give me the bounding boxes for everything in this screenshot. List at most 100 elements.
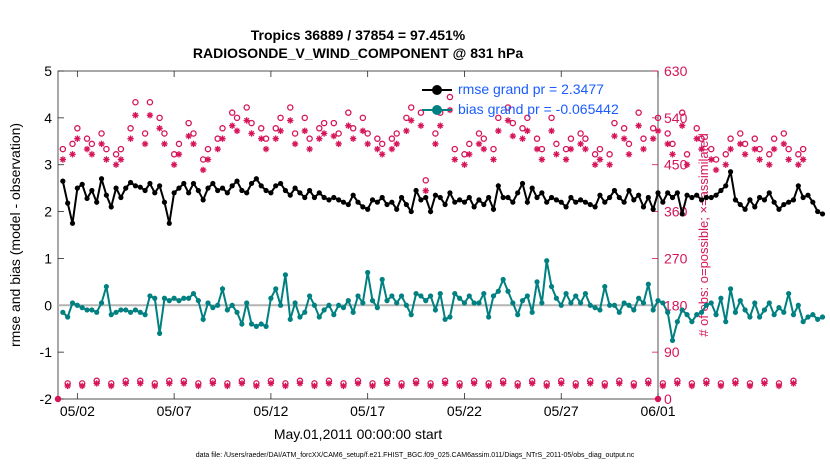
- asterisk-stroke: [558, 380, 564, 387]
- bias-point: [819, 314, 826, 320]
- obs-possible-marker: [243, 104, 250, 111]
- bias-point: [534, 279, 540, 285]
- bias-point: [500, 276, 506, 283]
- obs-assimilated-marker: [408, 117, 415, 124]
- obs-assimilated-marker: [388, 145, 396, 153]
- asterisk-stroke: [98, 141, 105, 147]
- rmse-point: [152, 190, 158, 196]
- bias-point: [592, 305, 598, 311]
- asterisk-stroke: [350, 135, 356, 142]
- obs-assimilated-marker: [616, 380, 623, 387]
- y-left-tick-label: -1: [40, 344, 53, 360]
- obs-possible-marker: [737, 130, 744, 137]
- asterisk-stroke: [103, 156, 110, 163]
- obs-assimilated-marker: [553, 151, 560, 158]
- rmse-point: [650, 206, 656, 212]
- obs-possible-marker: [378, 140, 386, 148]
- obs-assimilated-marker: [272, 135, 279, 142]
- rmse-point: [127, 179, 134, 186]
- bias-point: [176, 298, 182, 304]
- obs-possible-marker: [654, 114, 662, 122]
- bias-point: [369, 298, 376, 304]
- x-tick-label: 06/01: [640, 403, 675, 419]
- obs-assimilated-marker: [364, 140, 371, 148]
- rmse-point: [495, 183, 501, 189]
- bias-point: [587, 302, 593, 308]
- asterisk-stroke: [64, 383, 71, 389]
- bias-point: [282, 272, 289, 278]
- obs-assimilated-marker: [587, 380, 594, 387]
- asterisk-stroke: [369, 383, 376, 389]
- rmse-point: [776, 206, 782, 212]
- obs-assimilated-marker: [548, 127, 555, 135]
- asterisk-stroke: [645, 380, 652, 387]
- obs-possible-marker: [795, 151, 802, 158]
- rmse-point: [258, 183, 264, 189]
- obs-possible-marker: [678, 109, 686, 116]
- bias-point: [452, 290, 458, 297]
- asterisk-stroke: [379, 151, 385, 158]
- obs-possible-marker: [722, 151, 729, 158]
- asterisk-stroke: [510, 133, 516, 139]
- obs-assimilated-marker: [398, 382, 405, 390]
- y-right-tick-label: 630: [664, 63, 688, 79]
- obs-assimilated-marker: [475, 140, 483, 148]
- obs-assimilated-marker: [64, 382, 71, 390]
- asterisk-stroke: [703, 380, 710, 387]
- bias-point: [490, 293, 497, 299]
- obs-assimilated-marker: [601, 382, 608, 390]
- rmse-point: [519, 180, 526, 187]
- obs-assimilated-marker: [441, 380, 449, 387]
- bias-point: [161, 295, 168, 301]
- rmse-point: [379, 194, 385, 201]
- obs-possible-marker: [577, 130, 584, 137]
- obs-possible-marker: [364, 130, 371, 137]
- obs-possible-marker: [306, 135, 313, 142]
- data-file-footer: data file: /Users/raeder/DAI/ATM_forcXX/…: [195, 452, 635, 459]
- asterisk-stroke: [427, 383, 434, 389]
- rmse-point: [553, 197, 559, 203]
- asterisk-stroke: [316, 135, 322, 142]
- obs-assimilated-marker: [761, 380, 768, 387]
- asterisk-stroke: [616, 380, 622, 387]
- asterisk-stroke: [311, 383, 318, 389]
- bias-point: [752, 300, 758, 306]
- rmse-point: [253, 176, 259, 182]
- rmse-point: [800, 194, 806, 201]
- asterisk-stroke: [481, 146, 487, 152]
- rmse-point: [703, 194, 709, 201]
- asterisk-stroke: [147, 112, 153, 118]
- x-tick-label: 05/22: [447, 403, 482, 419]
- rmse-point: [418, 197, 424, 203]
- obs-assimilated-marker: [456, 382, 463, 390]
- obs-possible-marker: [146, 98, 154, 106]
- rmse-point: [423, 194, 429, 201]
- rmse-point: [616, 194, 622, 201]
- obs-assimilated-marker: [630, 382, 638, 390]
- obs-assimilated-marker: [785, 156, 792, 163]
- obs-assimilated-marker: [558, 380, 565, 387]
- obs-possible-marker: [407, 104, 415, 111]
- bias-point: [345, 298, 351, 304]
- asterisk-stroke: [287, 117, 293, 124]
- bias-point: [544, 258, 550, 264]
- bias-point: [234, 309, 240, 315]
- obs-possible-marker: [446, 93, 454, 101]
- bias-point: [747, 314, 753, 320]
- rmse-point: [558, 199, 564, 205]
- x-tick-label: 05/02: [60, 403, 95, 419]
- obs-possible-marker: [751, 135, 759, 142]
- bias-point: [311, 302, 318, 308]
- asterisk-stroke: [331, 133, 337, 139]
- asterisk-stroke: [631, 383, 637, 389]
- asterisk-stroke: [568, 146, 574, 152]
- bias-point: [577, 300, 584, 306]
- rmse-point: [60, 178, 66, 184]
- bias-point: [398, 293, 405, 299]
- x-axis-label: May.01,2011 00:00:00 start: [273, 426, 443, 442]
- asterisk-stroke: [756, 156, 763, 163]
- obs-assimilated-marker: [243, 117, 250, 124]
- bias-point: [186, 295, 192, 301]
- bias-point: [413, 290, 419, 297]
- rmse-point: [103, 192, 109, 198]
